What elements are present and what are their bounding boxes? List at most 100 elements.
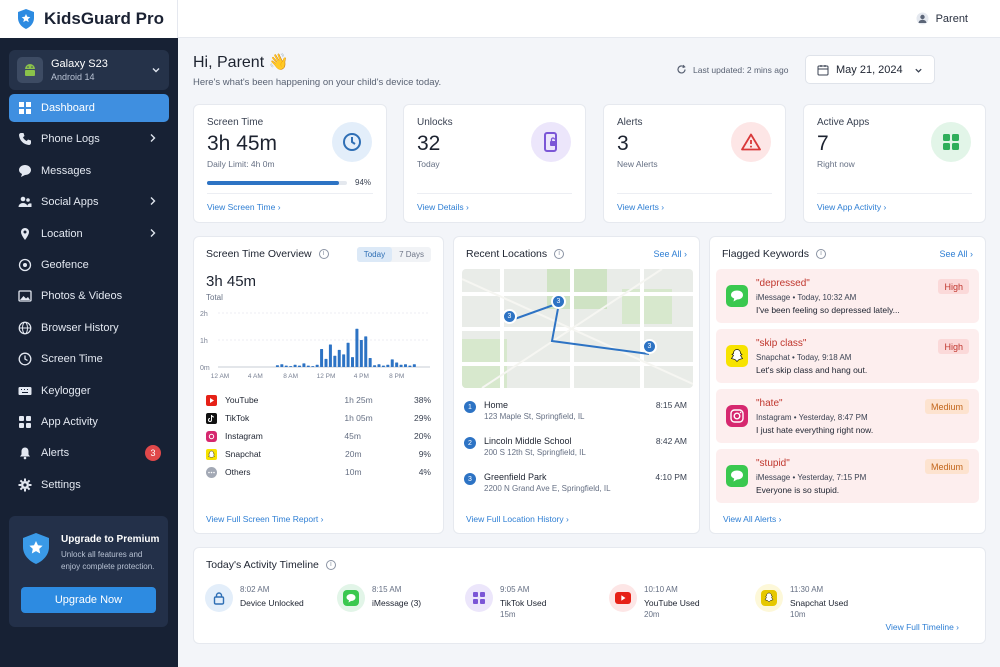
map-pin-icon[interactable]: 3 (502, 309, 517, 324)
tab-today[interactable]: Today (356, 247, 393, 262)
grid-icon (931, 122, 971, 162)
keyboard-icon (17, 383, 33, 399)
sidebar-item-label: Alerts (41, 447, 70, 460)
chart-bar (280, 364, 284, 367)
location-address: 200 S 12th St, Springfield, IL (484, 448, 586, 457)
shield-logo-icon (18, 9, 34, 29)
sidebar-item-settings[interactable]: Settings (9, 471, 169, 499)
chart-bar (355, 328, 359, 367)
chart-bar (395, 362, 399, 367)
view-all-alerts-link[interactable]: View All Alerts › (723, 514, 782, 524)
stat-value: 3 (617, 132, 629, 155)
stat-card-screen-time: Screen Time 3h 45m Daily Limit: 4h 0m 94… (193, 104, 387, 223)
list-item[interactable]: Others 10m 4% (206, 465, 431, 479)
location-map[interactable]: 3 3 3 (462, 269, 693, 388)
sidebar-item-phone-logs[interactable]: Phone Logs (9, 125, 169, 153)
chart-bar (333, 355, 337, 367)
stat-link[interactable]: View Alerts › (617, 202, 665, 212)
sidebar-item-social-apps[interactable]: Social Apps (9, 188, 169, 216)
stat-link[interactable]: View Details › (417, 202, 469, 212)
location-item[interactable]: 1 Home 123 Maple St, Springfield, IL 8:1… (464, 400, 687, 431)
upgrade-now-button[interactable]: Upgrade Now (21, 587, 156, 613)
sidebar-item-geofence[interactable]: Geofence (9, 251, 169, 279)
device-selector[interactable]: Galaxy S23 Android 14 (9, 50, 169, 90)
list-item[interactable]: Snapchat 20m 9% (206, 447, 431, 461)
stat-link[interactable]: View Screen Time › (207, 202, 281, 212)
tiktok-icon (206, 412, 217, 424)
location-name: Home (484, 400, 509, 410)
chart-bar (328, 344, 332, 367)
sidebar-item-photos-videos[interactable]: Photos & Videos (9, 282, 169, 310)
globe-icon (17, 320, 33, 336)
locations-see-all-link[interactable]: See All › (653, 249, 687, 259)
keywords-see-all-link[interactable]: See All › (939, 249, 973, 259)
map-pin-icon[interactable]: 3 (551, 294, 566, 309)
chart-bar (368, 358, 372, 367)
screen-time-total-label: Total (206, 293, 223, 302)
view-full-screen-time-report-link[interactable]: View Full Screen Time Report › (206, 514, 324, 524)
imessage-icon (337, 584, 365, 612)
sidebar-nav: Dashboard Phone Logs Messages Social Apps Lo… (0, 94, 178, 499)
list-item[interactable]: Instagram 45m 20% (206, 429, 431, 443)
dashboard-icon (17, 100, 33, 116)
info-icon[interactable]: i (318, 249, 329, 259)
app-percent: 29% (413, 413, 431, 423)
flagged-keyword-item[interactable]: "skip class" Snapchat • Today, 9:18 AM L… (716, 329, 979, 383)
screen-time-progress-bar (207, 181, 347, 185)
chart-x-tick-label: 4 PM (354, 373, 369, 380)
stat-sub: Daily Limit: 4h 0m (207, 159, 275, 169)
chart-bar (311, 366, 315, 367)
timeline-title: YouTube Used (644, 598, 700, 608)
screen-time-overview-header: Screen Time Overview i (206, 248, 329, 260)
sidebar-item-browser-history[interactable]: Browser History (9, 314, 169, 342)
list-item[interactable]: YouTube 1h 25m 38% (206, 393, 431, 407)
chart-bar (315, 364, 319, 367)
chevron-right-icon (149, 133, 157, 146)
flagged-keyword-item[interactable]: "stupid" iMessage • Yesterday, 7:15 PM E… (716, 449, 979, 503)
sidebar-item-location[interactable]: Location (9, 220, 169, 248)
sidebar-item-dashboard[interactable]: Dashboard (9, 94, 169, 122)
info-icon[interactable]: i (815, 249, 826, 259)
activity-timeline-title: Today's Activity Timeline (206, 559, 319, 571)
chart-x-tick-label: 4 AM (248, 373, 263, 380)
last-updated[interactable]: Last updated: 2 mins ago (676, 64, 788, 75)
view-full-location-history-link[interactable]: View Full Location History › (466, 514, 569, 524)
keywords-see-all-label: See All (939, 249, 968, 259)
youtube-icon (609, 584, 637, 612)
app-percent: 38% (413, 395, 431, 405)
chart-bar (408, 365, 412, 367)
keyword-text: "skip class" (756, 338, 807, 349)
stat-link[interactable]: View App Activity › (817, 202, 887, 212)
sidebar-item-screen-time[interactable]: Screen Time (9, 345, 169, 373)
app-name: Others (225, 467, 251, 477)
chart-bar (302, 363, 306, 367)
sidebar: KidsGuard Pro Galaxy S23 Android 14 Dash… (0, 0, 178, 667)
flagged-keyword-item[interactable]: "hate" Instagram • Yesterday, 8:47 PM I … (716, 389, 979, 443)
android-icon (17, 57, 43, 83)
tab-7-days[interactable]: 7 Days (399, 250, 424, 259)
info-icon[interactable]: i (325, 560, 336, 570)
user-menu[interactable]: Parent (916, 12, 968, 25)
chart-bar (337, 349, 341, 367)
sidebar-item-keylogger[interactable]: Keylogger (9, 377, 169, 405)
imessage-icon (726, 465, 748, 487)
info-icon[interactable]: i (554, 249, 565, 259)
alerts-count-badge: 3 (145, 445, 161, 462)
sidebar-item-alerts[interactable]: Alerts 3 (9, 439, 169, 467)
timeline-duration: 20m (644, 610, 660, 619)
map-pin-icon[interactable]: 3 (642, 339, 657, 354)
activity-timeline-card: Today's Activity Timeline i View Full Tim… (193, 547, 986, 644)
upgrade-card: Upgrade to Premium Unlock all features a… (9, 516, 168, 627)
location-item[interactable]: 3 Greenfield Park 2200 N Grand Ave E, Sp… (464, 472, 687, 503)
view-full-timeline-link[interactable]: View Full Timeline › (885, 622, 959, 632)
sidebar-item-app-activity[interactable]: App Activity (9, 408, 169, 436)
location-item[interactable]: 2 Lincoln Middle School 200 S 12th St, S… (464, 436, 687, 467)
date-picker[interactable]: May 21, 2024 (805, 55, 935, 84)
sidebar-item-messages[interactable]: Messages (9, 157, 169, 185)
flagged-keyword-item[interactable]: "depressed" iMessage • Today, 10:32 AM I… (716, 269, 979, 323)
timeline-time: 8:02 AM (240, 585, 270, 594)
list-item[interactable]: TikTok 1h 05m 29% (206, 411, 431, 425)
upgrade-title: Upgrade to Premium (61, 534, 160, 545)
app-percent: 9% (418, 449, 431, 459)
view-all-alerts-label: View All Alerts (723, 514, 777, 524)
